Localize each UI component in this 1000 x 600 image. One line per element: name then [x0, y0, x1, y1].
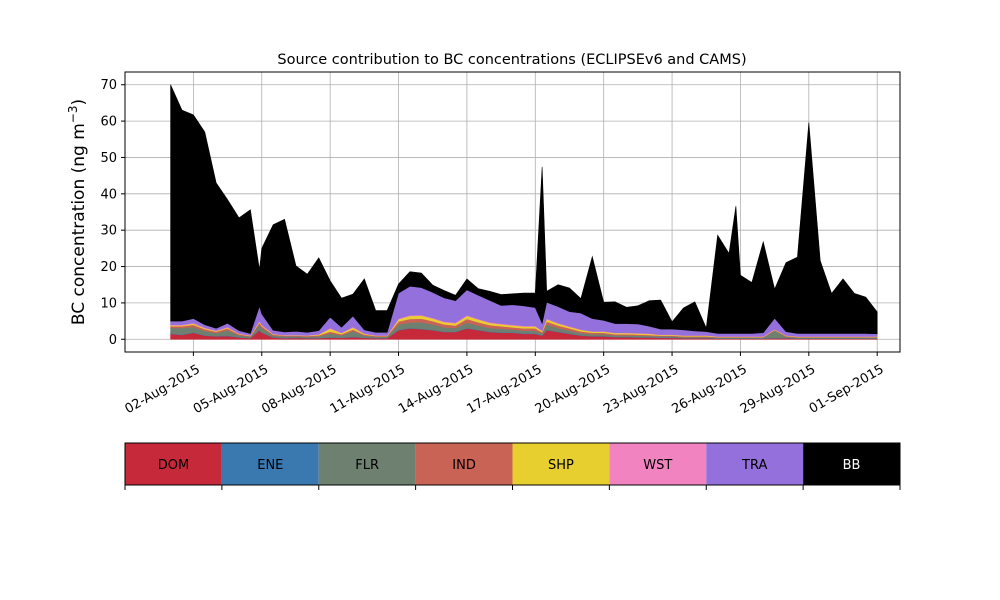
legend-label-flr: FLR — [355, 458, 379, 473]
legend-label-dom: DOM — [158, 458, 189, 473]
legend-swatch-wst — [609, 443, 707, 485]
plot-frame — [124, 71, 901, 353]
legend-label-shp: SHP — [548, 458, 574, 473]
legend-swatch-ind — [415, 443, 513, 485]
y-axis: 0 10 20 30 40 50 60 70 — [100, 78, 125, 348]
y-tick-label-2: 20 — [100, 260, 117, 275]
legend-label-ind: IND — [452, 458, 476, 473]
legend-label-bb: BB — [843, 458, 861, 473]
y-tick-label-6: 60 — [100, 115, 117, 130]
legend-swatch-ene — [221, 443, 319, 485]
source-legend: DOM ENE FLR IND SHP WST TRA BB — [124, 442, 901, 490]
legend-swatch-shp — [512, 443, 610, 485]
legend-swatch-tra — [706, 443, 804, 485]
y-tick-label-5: 50 — [100, 151, 117, 166]
legend-label-ene: ENE — [257, 458, 283, 473]
legend-label-wst: WST — [643, 458, 672, 473]
y-tick-label-4: 40 — [100, 187, 117, 202]
area-bb — [170, 84, 878, 335]
y-axis-label-close: ) — [69, 99, 89, 106]
y-tick-label-3: 30 — [100, 224, 117, 239]
y-tick-label-1: 10 — [100, 296, 117, 311]
y-axis-label: BC concentration (ng m−3) — [66, 99, 89, 325]
y-axis-label-main: BC concentration (ng m — [69, 123, 89, 325]
stacked-areas — [170, 84, 878, 340]
y-tick-label-0: 0 — [109, 333, 117, 348]
legend-swatch-flr — [318, 443, 416, 485]
legend-swatch-bb — [803, 443, 900, 485]
legend-label-tra: TRA — [741, 458, 767, 473]
y-tick-label-7: 70 — [100, 78, 117, 93]
chart-title: Source contribution to BC concentrations… — [277, 52, 746, 68]
y-axis-label-exponent: −3 — [66, 105, 80, 123]
legend-swatch-dom — [125, 443, 222, 485]
